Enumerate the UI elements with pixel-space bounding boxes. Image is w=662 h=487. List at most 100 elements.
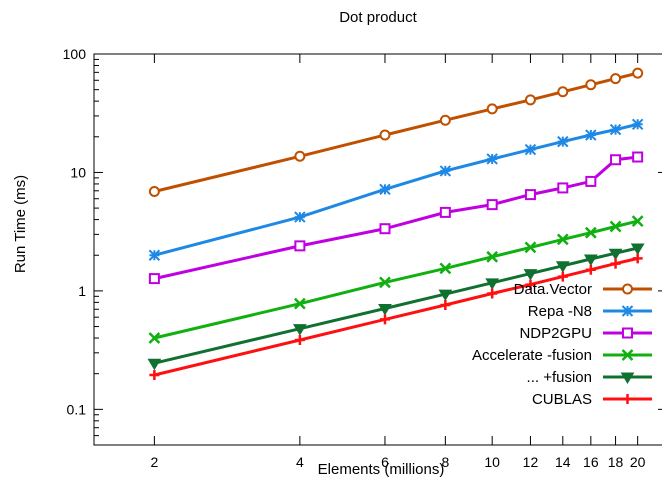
- data-point: [610, 154, 622, 166]
- legend-label: Repa -N8: [528, 303, 592, 320]
- data-point: [557, 271, 568, 282]
- data-point: [609, 123, 622, 136]
- data-point: [148, 273, 160, 285]
- y-tick-label: 1: [78, 283, 86, 299]
- data-point: [608, 248, 623, 261]
- x-tick-label: 16: [583, 454, 599, 470]
- data-point: [293, 297, 306, 310]
- data-point: [632, 67, 644, 79]
- series-line: [154, 155, 638, 281]
- data-point: [294, 240, 306, 252]
- data-point: [486, 199, 498, 211]
- data-point: [557, 135, 569, 148]
- legend-entry: NDP2GPU: [519, 325, 652, 342]
- data-point: [379, 276, 391, 289]
- data-point: [583, 254, 598, 266]
- data-point: [525, 279, 536, 290]
- data-point: [148, 332, 161, 344]
- series-line: [154, 219, 639, 340]
- data-point: [632, 151, 644, 163]
- legend-entry: Accelerate -fusion: [472, 347, 652, 364]
- data-point: [439, 165, 452, 177]
- data-point: [585, 79, 597, 91]
- data-point: [584, 226, 597, 239]
- x-tick-label: 8: [441, 454, 449, 470]
- data-point: [632, 253, 643, 264]
- legend-label: Accelerate -fusion: [472, 347, 592, 364]
- x-tick-label: 2: [150, 454, 158, 470]
- legend: Data.Vector Repa -N8 NDP2GPU Accelerate -fu…: [472, 281, 652, 408]
- legend-label: ... +fusion: [527, 369, 592, 386]
- data-point: [379, 183, 391, 196]
- series-line: [154, 71, 639, 193]
- data-point: [555, 261, 570, 273]
- data-point: [622, 394, 633, 404]
- data-point: [148, 249, 161, 261]
- legend-label: NDP2GPU: [519, 325, 592, 342]
- data-point: [149, 369, 160, 380]
- data-point: [620, 372, 635, 384]
- x-axis-label: Elements (millions): [318, 461, 445, 478]
- data-point: [486, 250, 499, 263]
- plot-frame: [93, 53, 662, 446]
- chart-title: Dot product: [339, 9, 417, 26]
- data-point: [378, 304, 392, 316]
- data-point: [439, 206, 451, 218]
- y-tick-label: 10: [70, 164, 86, 180]
- data-point: [379, 314, 390, 325]
- data-point: [557, 86, 569, 98]
- data-point: [585, 264, 596, 275]
- data-point: [523, 269, 538, 281]
- series: [147, 243, 645, 371]
- data-point: [486, 103, 498, 115]
- series: [148, 215, 644, 344]
- data-point: [622, 283, 633, 295]
- data-point: [439, 262, 452, 275]
- data-point: [524, 94, 536, 106]
- x-tick-label: 20: [630, 454, 646, 470]
- legend-entry: Data.Vector: [514, 281, 652, 298]
- legend-label: CUBLAS: [532, 391, 592, 408]
- y-axis-label: Run Time (ms): [12, 175, 29, 273]
- data-point: [621, 305, 634, 317]
- data-point: [294, 334, 305, 345]
- data-point: [147, 358, 162, 371]
- x-tick-label: 18: [608, 454, 624, 470]
- data-point: [379, 129, 391, 141]
- data-point: [585, 175, 597, 187]
- series: [149, 253, 643, 380]
- series: [148, 118, 644, 261]
- data-point: [487, 288, 498, 299]
- data-point: [440, 300, 451, 311]
- series-layer: [147, 67, 645, 380]
- series-line: [154, 256, 639, 377]
- data-point: [438, 289, 453, 302]
- data-point: [557, 182, 569, 194]
- y-tick-label: 100: [63, 46, 87, 62]
- x-tick-label: 4: [296, 454, 304, 470]
- data-point: [610, 73, 622, 85]
- data-point: [631, 215, 644, 228]
- legend-entry: Repa -N8: [528, 303, 652, 320]
- data-point: [292, 324, 307, 336]
- data-point: [622, 327, 633, 339]
- data-point: [294, 211, 306, 223]
- y-tick-label: 0.1: [67, 401, 87, 417]
- data-point: [621, 349, 634, 361]
- series: [148, 67, 644, 198]
- data-point: [439, 114, 451, 126]
- data-point: [630, 243, 645, 256]
- data-point: [486, 153, 498, 165]
- data-point: [524, 143, 537, 156]
- legend-label: Data.Vector: [514, 281, 592, 298]
- data-point: [556, 233, 569, 246]
- series-line: [154, 122, 639, 257]
- series: [148, 151, 644, 285]
- data-point: [524, 241, 537, 254]
- data-point: [524, 189, 536, 201]
- series-line: [154, 246, 639, 365]
- legend-entry: CUBLAS: [532, 391, 652, 408]
- x-tick-label: 12: [523, 454, 539, 470]
- data-point: [148, 186, 160, 198]
